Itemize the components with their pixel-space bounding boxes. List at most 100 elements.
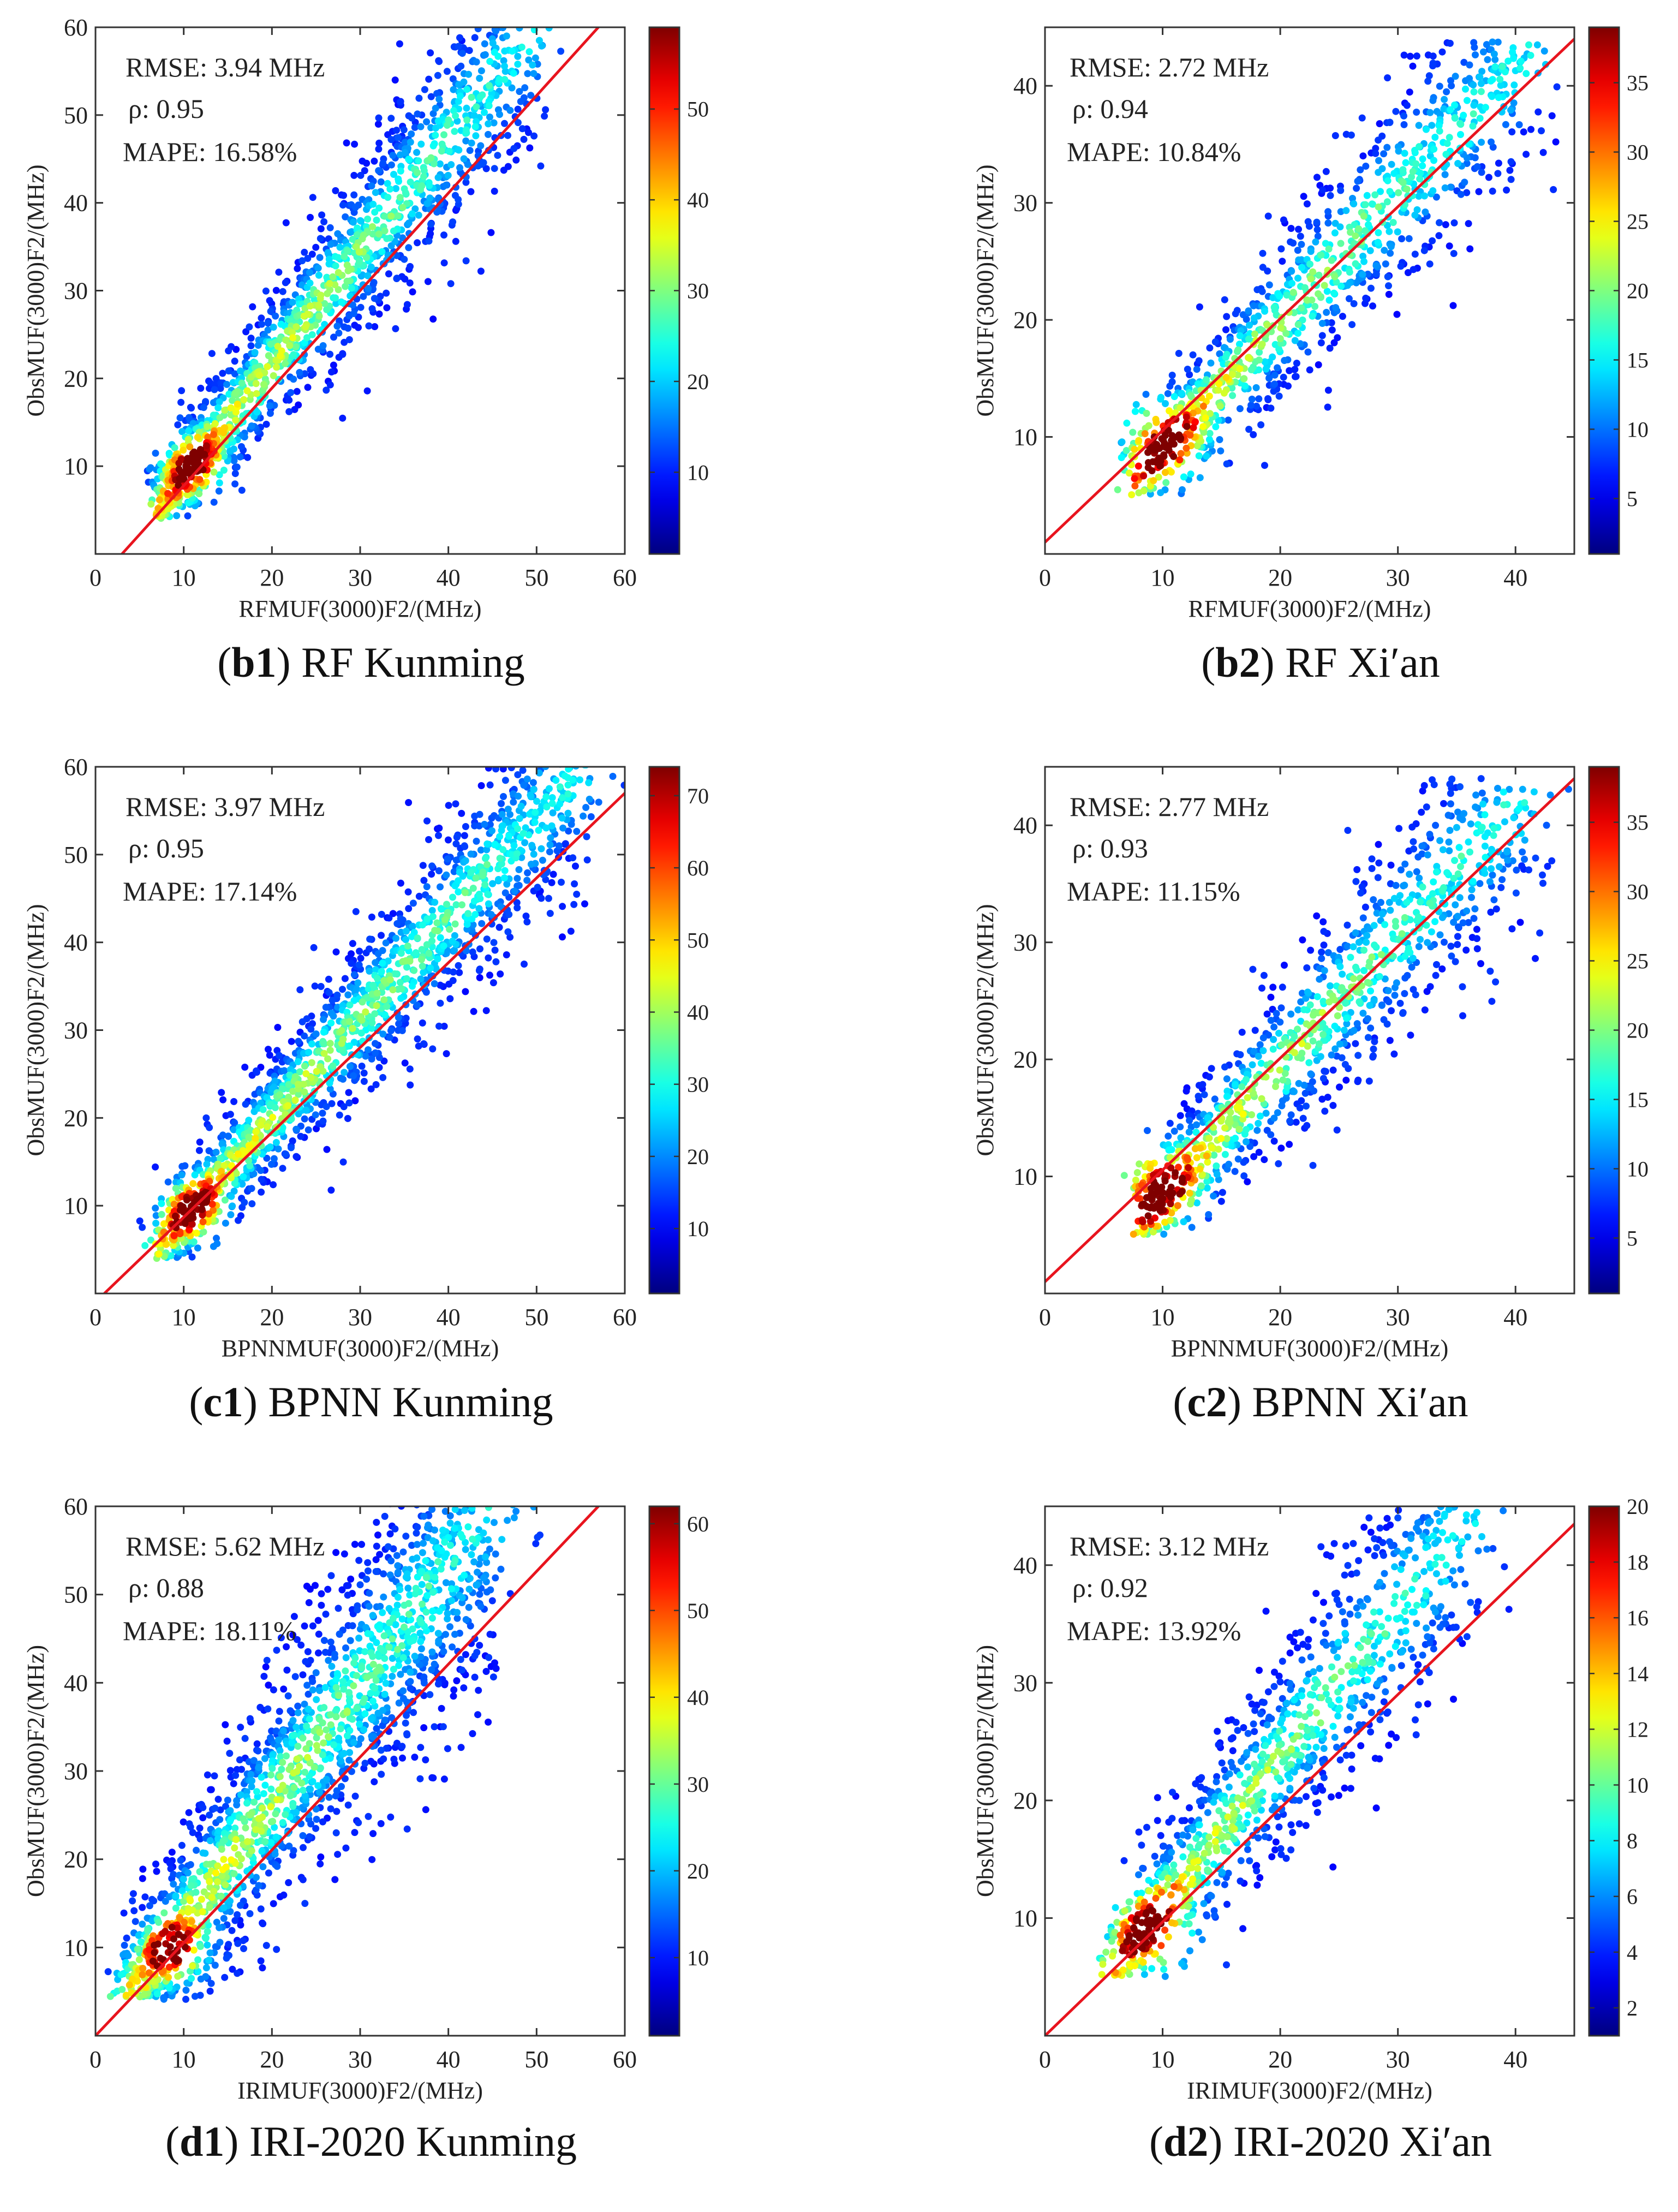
scatter-point xyxy=(220,467,228,474)
scatter-point xyxy=(1493,798,1501,806)
scatter-point xyxy=(1395,825,1403,832)
scatter-point xyxy=(1546,791,1554,799)
scatter-point xyxy=(372,959,379,967)
scatter-point xyxy=(1418,842,1426,850)
scatter-point xyxy=(1396,999,1404,1007)
scatter-point xyxy=(1492,978,1500,986)
scatter-point xyxy=(1456,783,1464,790)
scatter-point xyxy=(1419,787,1426,795)
scatter-point xyxy=(1199,402,1207,410)
scatter-point xyxy=(1441,96,1448,103)
scatter-point xyxy=(506,106,514,114)
scatter-point xyxy=(344,324,352,332)
scatter-point xyxy=(1521,836,1528,844)
fit-line xyxy=(103,792,625,1293)
scatter-point xyxy=(175,481,182,489)
scatter-point xyxy=(469,885,477,892)
scatter-point xyxy=(418,946,426,953)
scatter-point xyxy=(1257,1059,1265,1067)
scatter-point xyxy=(397,879,404,887)
scatter-point xyxy=(216,398,223,406)
scatter-point xyxy=(423,883,431,891)
scatter-point xyxy=(248,1200,256,1208)
scatter-point xyxy=(1444,812,1452,819)
scatter-point xyxy=(1489,76,1496,84)
scatter-point xyxy=(375,230,383,238)
scatter-point xyxy=(1522,151,1530,158)
scatter-point xyxy=(526,144,534,152)
scatter-point xyxy=(1290,309,1298,317)
scatter-point xyxy=(1317,251,1325,259)
scatter-point xyxy=(326,279,333,287)
scatter-point xyxy=(491,165,498,172)
scatter-point xyxy=(266,297,273,305)
scatter-point xyxy=(1195,1093,1202,1100)
scatter-point xyxy=(1243,1070,1251,1078)
scatter-point xyxy=(1398,235,1406,242)
scatter-point xyxy=(1273,1010,1280,1017)
scatter-point xyxy=(301,248,308,256)
scatter-point xyxy=(1267,993,1275,1001)
scatter-point xyxy=(196,1138,204,1146)
scatter-point xyxy=(1343,943,1351,950)
scatter-point xyxy=(219,369,226,377)
scatter-point xyxy=(1162,432,1169,439)
scatter-point xyxy=(463,116,471,124)
scatter-point xyxy=(381,227,389,235)
scatter-point xyxy=(398,985,405,993)
scatter-point xyxy=(324,290,331,297)
scatter-point xyxy=(1187,470,1195,478)
scatter-point xyxy=(509,47,516,55)
scatter-point xyxy=(270,372,277,379)
scatter-point xyxy=(449,938,456,945)
mape-label: MAPE: 10.84% xyxy=(1067,136,1241,167)
scatter-point xyxy=(226,1111,234,1118)
scatter-point xyxy=(1216,402,1224,410)
scatter-point xyxy=(158,1200,165,1207)
scatter-point xyxy=(435,96,443,103)
scatter-point xyxy=(1140,487,1148,494)
scatter-point xyxy=(379,1030,387,1038)
scatter-point xyxy=(288,1038,295,1045)
scatter-point xyxy=(521,84,529,92)
scatter-point xyxy=(253,390,260,397)
scatter-point xyxy=(246,1143,253,1150)
scatter-point xyxy=(1226,336,1234,343)
scatter-point xyxy=(1352,260,1359,267)
scatter-point xyxy=(620,782,625,789)
scatter-point xyxy=(1331,229,1339,237)
scatter-point xyxy=(443,68,451,75)
colorbar-tick-label: 10 xyxy=(687,460,709,485)
scatter-point xyxy=(1309,1078,1316,1086)
scatter-point xyxy=(1190,424,1197,431)
scatter-point xyxy=(483,840,491,848)
scatter-point xyxy=(1178,486,1186,493)
scatter-point xyxy=(1290,1088,1298,1095)
scatter-point xyxy=(433,90,441,97)
scatter-point xyxy=(1410,845,1418,852)
scatter-point xyxy=(1269,1045,1277,1053)
scatter-point xyxy=(1350,1027,1358,1034)
scatter-point xyxy=(1265,374,1273,382)
scatter-point xyxy=(499,758,506,765)
scatter-point xyxy=(414,1035,421,1043)
scatter-point xyxy=(405,219,413,227)
scatter-point xyxy=(372,189,379,196)
scatter-point xyxy=(1491,63,1499,70)
scatter-point xyxy=(1430,157,1437,164)
scatter-point xyxy=(530,70,538,77)
y-tick-label: 20 xyxy=(64,365,88,392)
scatter-point xyxy=(1375,169,1382,176)
scatter-point xyxy=(367,263,375,271)
scatter-point xyxy=(210,1243,217,1250)
scatter-point xyxy=(396,40,403,47)
scatter-point xyxy=(497,903,505,910)
scatter-point xyxy=(1478,68,1486,75)
scatter-point xyxy=(378,910,385,918)
scatter-point xyxy=(474,27,482,33)
scatter-point xyxy=(1186,371,1193,378)
scatter-point xyxy=(402,957,409,965)
scatter-point xyxy=(1361,201,1369,208)
